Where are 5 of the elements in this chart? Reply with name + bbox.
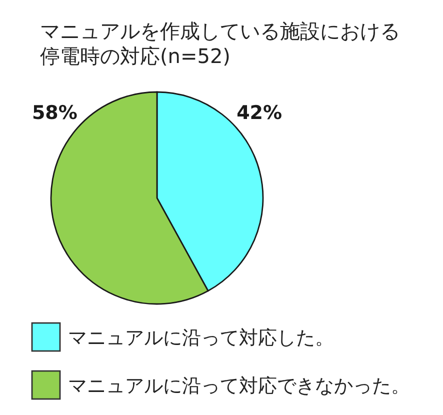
legend-label: マニュアルに沿って対応できなかった。 [68, 375, 410, 397]
legend-label: マニュアルに沿って対応した。 [68, 327, 334, 349]
chart-title: マニュアルを作成している施設における停電時の対応(n=52) [40, 19, 400, 68]
data-label: 42% [236, 102, 282, 124]
data-label: 58% [32, 102, 78, 124]
